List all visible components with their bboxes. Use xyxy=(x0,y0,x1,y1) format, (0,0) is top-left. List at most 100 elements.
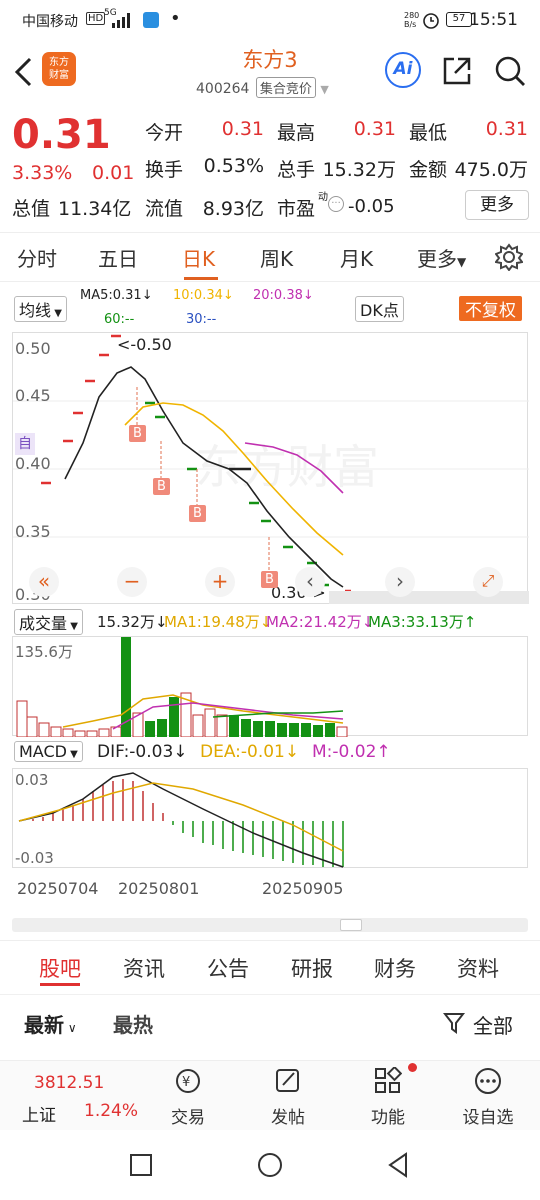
sort-latest[interactable]: 最新 ∨ xyxy=(24,1009,77,1038)
triangle-back-icon[interactable] xyxy=(386,1152,410,1178)
period-tabs: 分时 五日 日K 周K 月K 更多▼ xyxy=(0,232,540,282)
buy-marker[interactable]: B xyxy=(153,478,170,495)
macd-svg xyxy=(18,772,344,868)
tab-profile[interactable]: 资料 xyxy=(457,957,499,981)
app-notification-icon xyxy=(143,12,159,28)
volume-ma3: MA3:33.13万↑ xyxy=(368,613,477,631)
stock-title: 东方3 xyxy=(242,48,298,72)
caret-down-icon: ▼ xyxy=(66,749,78,760)
volume-bar xyxy=(241,719,251,737)
volume-bar xyxy=(110,726,122,737)
scrollbar-handle[interactable] xyxy=(340,919,362,931)
zoom-in-button[interactable]: + xyxy=(205,567,235,597)
volume-bar xyxy=(157,719,167,737)
clock: 15:51 xyxy=(469,10,518,30)
candles xyxy=(41,334,351,602)
macd-chart[interactable]: 0.03 -0.03 xyxy=(12,768,528,868)
next-button[interactable]: › xyxy=(385,567,415,597)
macd-y-top: 0.03 xyxy=(15,771,49,789)
volume-ma-line xyxy=(112,702,344,730)
chevron-left-icon[interactable] xyxy=(12,56,34,88)
volume-indicator-select[interactable]: 成交量 ▼ xyxy=(14,609,83,635)
ma20-legend: 20:0.38↓ xyxy=(253,288,314,303)
volume-svg xyxy=(16,637,348,737)
high-label: 最高 xyxy=(277,122,316,144)
y-tick-050: 0.50 xyxy=(15,339,51,358)
svg-text:¥: ¥ xyxy=(182,1075,190,1090)
search-icon[interactable] xyxy=(493,54,527,88)
tab-guba[interactable]: 股吧 xyxy=(39,957,81,981)
sort-hottest[interactable]: 最热 xyxy=(113,1013,153,1037)
volume-ma-line xyxy=(62,694,344,728)
macd-dea: DEA:-0.01↓ xyxy=(200,742,300,762)
kline-chart[interactable]: 东方财富 xyxy=(12,332,529,604)
buy-marker[interactable]: B xyxy=(189,505,206,522)
tab-intraday[interactable]: 分时 xyxy=(17,247,57,271)
active-tab-underline xyxy=(40,983,80,986)
share-icon[interactable] xyxy=(440,54,474,88)
tab-research[interactable]: 研报 xyxy=(291,957,333,981)
date-label-end: 20250905 xyxy=(262,879,344,898)
fullscreen-icon[interactable]: ⤢ xyxy=(473,567,503,597)
dock-trade[interactable]: ¥ 交易 xyxy=(138,1061,238,1131)
square-icon[interactable] xyxy=(129,1153,153,1177)
tab-more[interactable]: 更多▼ xyxy=(417,243,466,272)
dropdown-caret-icon[interactable]: ▼ xyxy=(320,83,329,96)
macd-y-bottom: -0.03 xyxy=(15,849,54,867)
tab-monthly-k[interactable]: 月K xyxy=(340,247,374,271)
stock-code: 400264 xyxy=(196,81,250,97)
indicator-select-label: 均线 xyxy=(19,301,52,320)
float-label: 流值 xyxy=(145,198,184,220)
volume-bar xyxy=(325,723,335,737)
filter-label[interactable]: 全部 xyxy=(473,1014,513,1038)
tab-five-day[interactable]: 五日 xyxy=(98,247,138,271)
dock-functions[interactable]: 功能 xyxy=(338,1061,438,1131)
dock-post[interactable]: 发帖 xyxy=(238,1061,338,1131)
edit-icon xyxy=(276,1069,299,1092)
date-label-start: 20250704 xyxy=(17,879,99,898)
dock-post-label: 发帖 xyxy=(271,1108,305,1128)
caret-down-icon: ▼ xyxy=(457,255,467,269)
ai-button[interactable]: Ai xyxy=(385,52,421,88)
chart-scrollbar[interactable] xyxy=(12,918,528,932)
turnover-value: 0.53% xyxy=(203,155,264,177)
filter-icon[interactable] xyxy=(443,1011,467,1035)
index-name: 上证 xyxy=(22,1106,56,1126)
prev-button[interactable]: ‹ xyxy=(295,567,325,597)
circle-icon[interactable] xyxy=(257,1152,283,1178)
sort-latest-label: 最新 xyxy=(24,1013,64,1037)
net-speed: 280 B/s xyxy=(404,11,420,29)
battery-icon: 57 xyxy=(446,12,472,27)
tab-finance[interactable]: 财务 xyxy=(374,957,416,981)
dock-functions-label: 功能 xyxy=(371,1108,405,1128)
self-select-tag[interactable]: 自 xyxy=(15,433,35,455)
index-change: 1.24% xyxy=(84,1101,139,1121)
macd-indicator-select[interactable]: MACD ▼ xyxy=(14,741,83,762)
market-mode-badge: 集合竞价 xyxy=(255,77,316,98)
volume-current: 15.32万↓ xyxy=(97,613,168,631)
adjust-button[interactable]: 不复权 xyxy=(459,296,522,321)
tab-daily-k[interactable]: 日K xyxy=(182,247,216,271)
macd-indicator-label: MACD xyxy=(19,742,67,761)
buy-marker[interactable]: B xyxy=(261,571,278,588)
amount-label: 金额 xyxy=(409,159,448,181)
indicator-select[interactable]: 均线 ▼ xyxy=(14,296,67,322)
zoom-out-button[interactable]: − xyxy=(117,567,147,597)
dk-point-button[interactable]: DK点 xyxy=(355,296,404,322)
more-button[interactable]: 更多 xyxy=(465,190,529,220)
info-icon[interactable]: ··· xyxy=(328,196,344,212)
scroll-left-fast-button[interactable]: « xyxy=(29,567,59,597)
volume-chart[interactable]: 135.6万 xyxy=(12,636,528,737)
last-price: 0.31 xyxy=(12,112,111,158)
gear-icon[interactable] xyxy=(495,243,523,271)
tab-announcements[interactable]: 公告 xyxy=(207,957,249,981)
volume-bar xyxy=(313,725,323,737)
low-label: 最低 xyxy=(409,122,448,144)
dock-add-watchlist[interactable]: 设自选 xyxy=(438,1061,538,1131)
tab-news[interactable]: 资讯 xyxy=(123,957,165,981)
index-ticker[interactable]: 3812.51 上证 1.24% xyxy=(0,1061,150,1131)
turnover-label: 换手 xyxy=(145,159,184,181)
tab-weekly-k[interactable]: 周K xyxy=(260,247,294,271)
volume-bar xyxy=(277,723,287,737)
buy-marker[interactable]: B xyxy=(129,425,146,442)
